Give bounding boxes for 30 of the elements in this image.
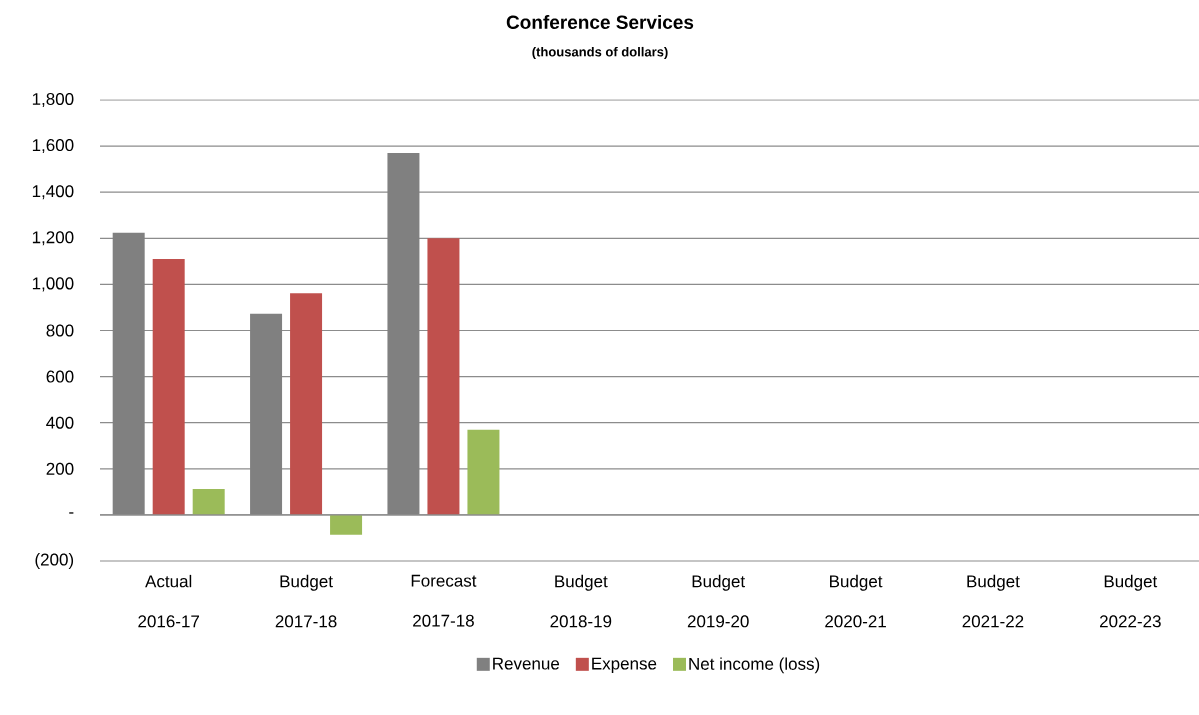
category-label: Budget 2022-23 — [1099, 574, 1161, 628]
category-label: Budget 2018-19 — [550, 574, 612, 628]
bar — [427, 238, 460, 515]
y-tick-label: 800 — [46, 324, 74, 337]
category-label: Forecast 2017-18 — [411, 574, 477, 627]
chart-subtitle: (thousands of dollars) — [532, 46, 668, 60]
chart-title: Conference Services — [506, 15, 694, 29]
y-tick-label: 400 — [46, 416, 74, 429]
y-tick-label: 1,000 — [32, 277, 74, 292]
legend-label: Revenue — [493, 657, 560, 670]
y-tick-label: 600 — [46, 370, 74, 383]
category-label: Budget 2020-21 — [825, 574, 886, 628]
bar — [467, 429, 500, 515]
category-label: Budget 2017-18 — [275, 574, 337, 628]
legend-label: Net income (loss) — [689, 657, 820, 674]
bar — [330, 514, 363, 535]
bar — [290, 293, 323, 515]
y-tick-label: - — [69, 512, 74, 514]
bar — [192, 489, 225, 515]
legend-label: Expense — [592, 657, 657, 673]
bar — [152, 259, 185, 515]
y-tick-label: 1,800 — [32, 92, 74, 108]
y-tick-label: 200 — [46, 462, 74, 475]
category-label: Budget 2019-20 — [687, 574, 749, 628]
category-label: Budget 2021-22 — [962, 574, 1024, 628]
y-tick-label: 1,200 — [32, 231, 74, 246]
y-tick-label: 1,600 — [32, 139, 74, 154]
category-label: Actual 2016-17 — [138, 574, 200, 628]
y-tick-label: (200) — [35, 553, 74, 569]
y-tick-label: 1,400 — [32, 185, 74, 200]
